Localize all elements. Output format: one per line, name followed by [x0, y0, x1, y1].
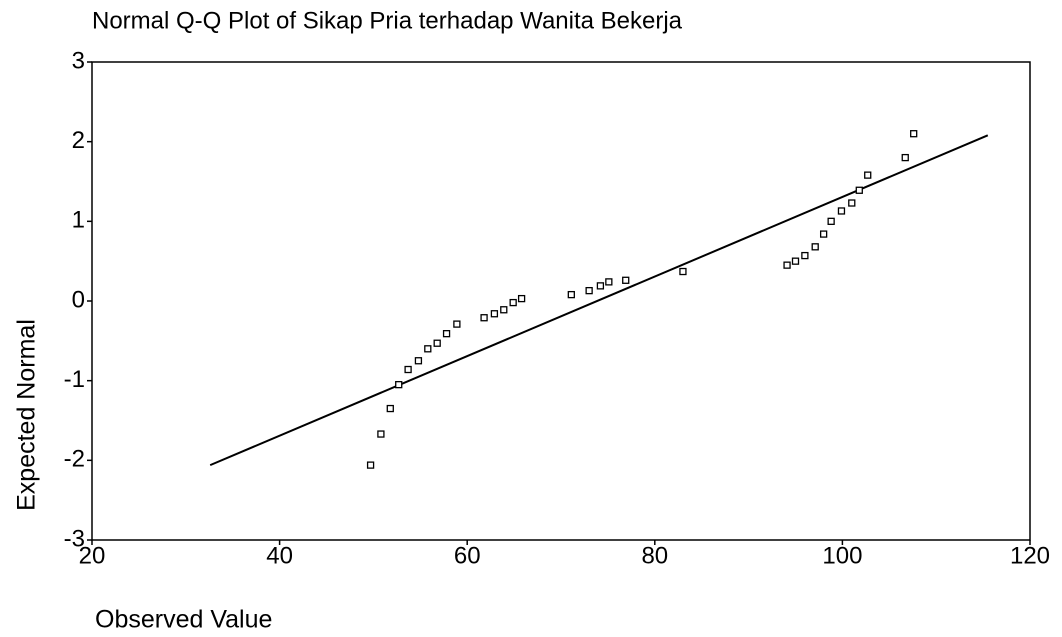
point [605, 278, 613, 286]
point [837, 207, 846, 215]
x-tick-label: 60 [454, 542, 481, 569]
point [509, 298, 517, 307]
x-tick-label: 100 [822, 542, 862, 569]
x-tick-label: 40 [266, 542, 293, 569]
point [366, 461, 375, 469]
point [596, 282, 605, 290]
x-tick-label: 120 [1010, 542, 1050, 569]
reference-line [209, 134, 989, 467]
y-tick-label: -3 [64, 525, 85, 552]
x-tick-label: 20 [79, 542, 106, 569]
point [827, 217, 835, 225]
point [395, 380, 403, 389]
y-tick-label: 2 [72, 127, 85, 154]
y-tick-label: -1 [64, 366, 85, 393]
point [424, 345, 432, 353]
x-tick-label: 80 [641, 542, 668, 569]
point [819, 230, 828, 238]
point [855, 186, 863, 194]
point [414, 357, 423, 365]
point [433, 339, 441, 347]
y-tick-label: -2 [64, 446, 85, 473]
point [901, 153, 909, 162]
point [386, 404, 394, 413]
point [442, 330, 451, 338]
point [453, 320, 461, 328]
point [791, 257, 800, 265]
point [848, 199, 856, 207]
point [567, 290, 575, 299]
point [377, 430, 385, 438]
y-tick-label: 0 [72, 286, 85, 313]
y-tick-label: 1 [72, 207, 85, 234]
point [480, 314, 488, 322]
point [783, 261, 791, 269]
y-axis-label: Expected Normal [13, 319, 41, 511]
point [679, 267, 687, 276]
point [500, 306, 508, 314]
point [910, 130, 918, 138]
point [811, 243, 819, 251]
y-tick-label: 3 [72, 47, 85, 74]
point [404, 365, 412, 374]
point [801, 251, 809, 260]
point [864, 171, 872, 179]
point [622, 276, 630, 284]
point [490, 310, 499, 318]
point [517, 294, 526, 303]
plot-frame [91, 61, 1031, 541]
x-axis-label: Observed Value [95, 606, 272, 634]
point [585, 286, 593, 295]
chart-title: Normal Q-Q Plot of Sikap Pria terhadap W… [92, 7, 683, 34]
